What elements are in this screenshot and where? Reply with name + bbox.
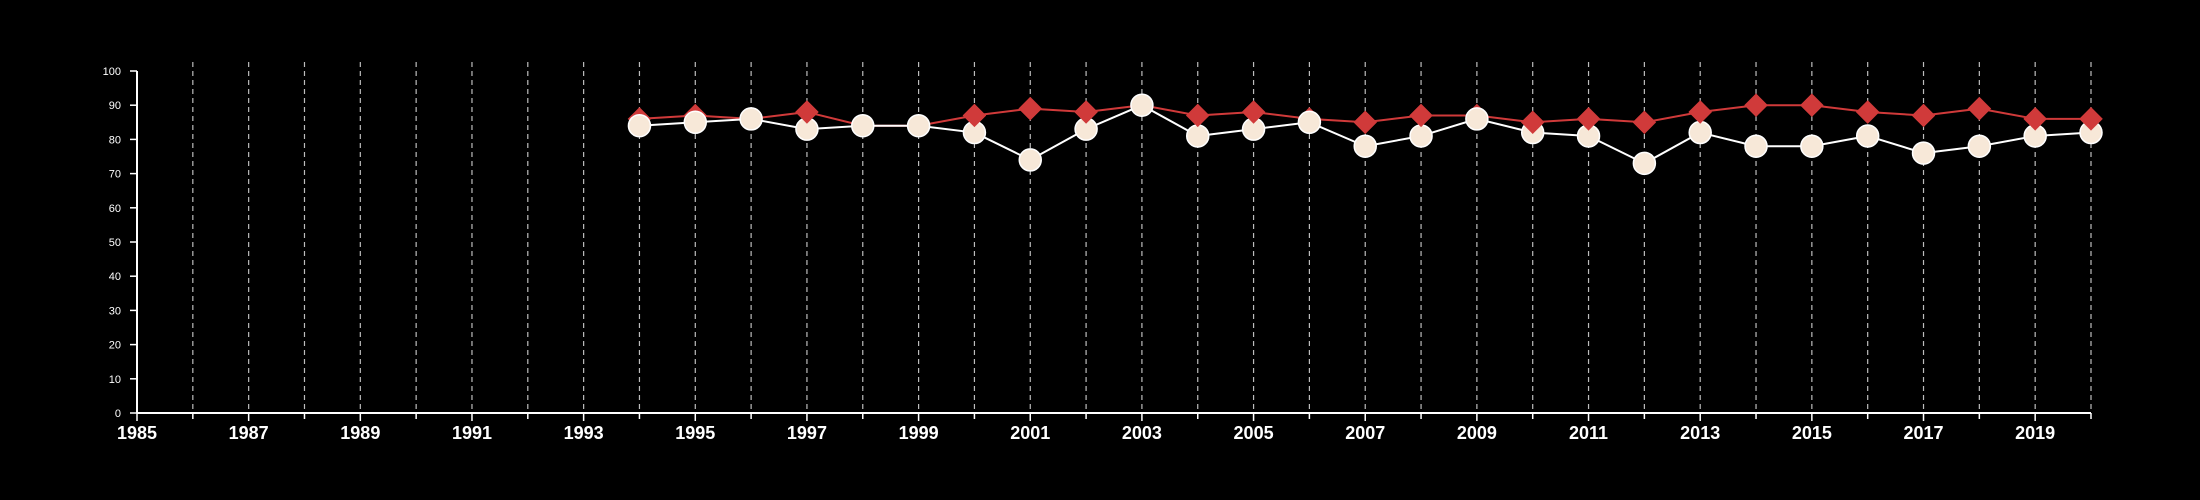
series-1-point-top-2014 xyxy=(1744,93,1768,117)
series-1-point-top-2004 xyxy=(1186,103,1210,128)
x-tick-label-1989: 1989 xyxy=(340,423,380,443)
x-tick-label-1991: 1991 xyxy=(452,423,492,443)
series-2-point-2009 xyxy=(1465,107,1489,131)
series-1-point-top-2008 xyxy=(1409,103,1433,128)
y-tick-label-80: 80 xyxy=(109,134,121,146)
x-tick-label-1987: 1987 xyxy=(229,423,269,443)
series-1-point-top-2015 xyxy=(1800,93,1824,117)
y-tick-label-70: 70 xyxy=(109,169,121,181)
series-2-point-1996 xyxy=(739,107,763,131)
x-tick-label-1993: 1993 xyxy=(564,423,604,443)
series-1-point-top-2010 xyxy=(1521,110,1545,135)
series-1-point-top-2017 xyxy=(1911,103,1936,128)
series-2-point-2016 xyxy=(1855,124,1880,148)
x-tick-label-1997: 1997 xyxy=(787,423,827,443)
series-2-point-2013 xyxy=(1688,120,1712,145)
series-1-point-top-2000 xyxy=(962,103,987,128)
x-tick-label-1985: 1985 xyxy=(117,423,157,443)
series-2-point-2014 xyxy=(1744,134,1768,158)
series-1-point-top-2011 xyxy=(1576,107,1601,131)
x-tick-label-2003: 2003 xyxy=(1122,423,1162,443)
x-tick-label-2013: 2013 xyxy=(1680,423,1720,443)
y-tick-label-10: 10 xyxy=(109,374,121,386)
series-1-point-top-2013 xyxy=(1688,100,1712,124)
y-tick-label-60: 60 xyxy=(109,203,121,215)
series-2-point-1995 xyxy=(683,110,708,135)
tick-labels-layer: 0 10 20 30 40 50 60 70 80 90 100 1985 1987 1989 1991 19… xyxy=(103,66,2056,443)
series-1-point-top-2007 xyxy=(1353,110,1377,135)
series-2-point-2017 xyxy=(1911,141,1936,165)
y-tick-label-20: 20 xyxy=(109,340,121,352)
x-tick-label-1999: 1999 xyxy=(899,423,939,443)
series-2-point-2007 xyxy=(1353,134,1377,158)
series-2-point-2015 xyxy=(1800,134,1824,158)
series-2-point-2006 xyxy=(1297,110,1322,135)
y-tick-label-50: 50 xyxy=(109,237,121,249)
series-1-point-top-2002 xyxy=(1074,100,1098,124)
series-2-point-1998 xyxy=(851,113,875,138)
series-1-point-top-2012 xyxy=(1632,110,1657,135)
series-1-point-top-2001 xyxy=(1018,96,1042,121)
series-1-point-top-2005 xyxy=(1241,100,1266,124)
series-1-point-top-2016 xyxy=(1855,100,1880,124)
y-tick-label-90: 90 xyxy=(109,100,121,112)
x-tick-label-2017: 2017 xyxy=(1903,423,1943,443)
series-1-point-top-1997 xyxy=(795,100,819,124)
series-2-point-2001 xyxy=(1018,148,1043,172)
x-tick-label-2001: 2001 xyxy=(1010,423,1050,443)
series-2-point-1994 xyxy=(627,113,652,138)
y-tick-label-30: 30 xyxy=(109,305,121,317)
series-1-point-top-2018 xyxy=(1967,96,1992,121)
series-2-point-1999 xyxy=(906,113,931,138)
series-2-point-2003 xyxy=(1130,93,1154,117)
series-2-point-2004 xyxy=(1185,124,1210,148)
y-tick-label-100: 100 xyxy=(103,66,121,78)
series-2-point-2008 xyxy=(1409,124,1433,148)
x-tick-label-2007: 2007 xyxy=(1345,423,1385,443)
x-tick-label-2019: 2019 xyxy=(2015,423,2055,443)
series-2-point-2018 xyxy=(1967,134,1992,158)
y-tick-label-40: 40 xyxy=(109,271,121,283)
x-tick-label-1995: 1995 xyxy=(675,423,715,443)
series-1-point-top-2020 xyxy=(2079,107,2103,131)
x-tick-label-2009: 2009 xyxy=(1457,423,1497,443)
axes-layer xyxy=(130,70,2092,421)
x-tick-label-2011: 2011 xyxy=(1569,423,1608,443)
y-tick-label-0: 0 xyxy=(115,408,121,420)
series-1-point-top-2019 xyxy=(2023,107,2047,131)
x-tick-label-2015: 2015 xyxy=(1792,423,1832,443)
series-markers-layer xyxy=(627,93,2103,176)
x-tick-label-2005: 2005 xyxy=(1234,423,1274,443)
series-2-point-2012 xyxy=(1632,151,1657,176)
